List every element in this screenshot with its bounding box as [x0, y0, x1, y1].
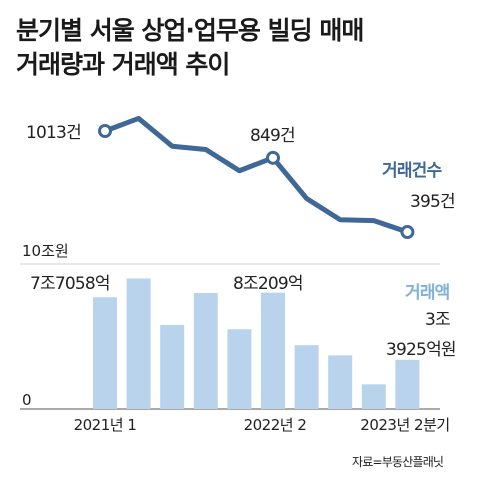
data-label-line-first: 1013건 [26, 123, 81, 143]
bar-layer [93, 278, 420, 409]
legend-label-count: 거래건수 [382, 161, 443, 181]
chart-title: 분기별 서울 상업·업무용 빌딩 매매 거래량과 거래액 추이 [16, 14, 456, 82]
data-label-bar-first: 7조7058억 [30, 274, 110, 294]
bar [395, 359, 420, 409]
bar [93, 297, 117, 409]
bar [328, 355, 353, 409]
x-tick-label: 2021년 1 [74, 416, 137, 434]
bar [160, 324, 185, 409]
bar [361, 384, 386, 409]
data-label-bar-mid: 8조209억 [233, 274, 303, 294]
data-label-bar-last-2: 3925억원 [386, 340, 456, 360]
y-tick-label-top: 10조원 [22, 242, 69, 260]
data-label-line-last: 395건 [410, 192, 455, 212]
title-line-1: 분기별 서울 상업·업무용 빌딩 매매 [16, 16, 364, 45]
x-tick-label: 2023년 2분기 [360, 416, 449, 434]
bar [261, 292, 285, 409]
y-tick-label-zero: 0 [22, 391, 32, 409]
bar [193, 293, 218, 409]
line-point-marker [400, 225, 415, 240]
legend-label-amount: 거래액 [405, 283, 450, 303]
line-layer [98, 115, 415, 240]
title-line-2: 거래량과 거래액 추이 [16, 50, 230, 79]
bar [126, 278, 151, 409]
bar [227, 329, 252, 409]
label-layer: 1013건 849건 395건 거래건수 7조7058억 8조209억 거래액 3조 3925억… [26, 123, 457, 469]
data-label-line-mid: 849건 [250, 126, 295, 146]
bar [294, 345, 319, 409]
line-series-count [102, 115, 410, 235]
x-tick-label: 2022년 2 [244, 416, 307, 434]
line-point-marker [266, 150, 280, 165]
data-label-bar-last-1: 3조 [425, 310, 450, 330]
axis-layer: 10조원 0 2021년 1 2022년 2 2023년 2분기 [20, 242, 450, 434]
line-point-marker [98, 124, 112, 138]
source-note: 자료=부동산플래닛 [352, 455, 444, 469]
